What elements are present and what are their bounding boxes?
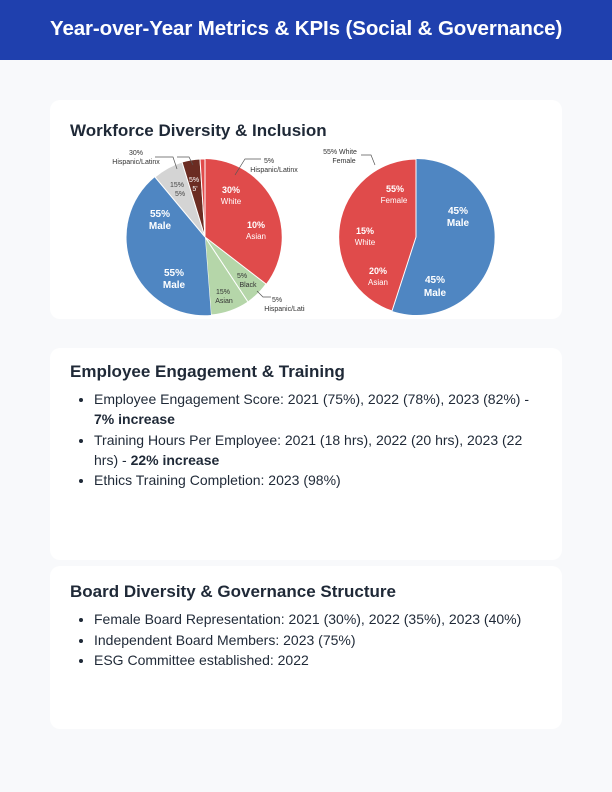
diversity-charts: 30% Hispanic/Latinx 5% Hispanic/Latinx 5… [105,145,545,317]
svg-text:Male: Male [149,221,172,232]
svg-text:55%: 55% [386,184,404,194]
svg-text:Female: Female [381,196,408,205]
svg-text:15%: 15% [216,289,230,296]
svg-text:55%: 55% [150,209,170,220]
workforce-pie-chart-1: 30% Hispanic/Latinx 5% Hispanic/Latinx 5… [112,150,305,316]
svg-text:5%: 5% [175,191,185,198]
callout-tl-pct: 30% [129,150,143,157]
callout-line1: 55% White [323,149,357,156]
svg-text:30%: 30% [222,185,240,195]
svg-text:Asian: Asian [246,232,266,241]
list-item: Employee Engagement Score: 2021 (75%), 2… [94,389,534,429]
svg-text:45%: 45% [425,275,445,286]
svg-text:5%: 5% [237,273,247,280]
workforce-pie-chart-2: 55% White Female 55% Female 15% White 20… [323,149,495,315]
list-item: ESG Committee established: 2022 [94,650,534,670]
svg-text:Asian: Asian [215,298,233,305]
board-list: Female Board Representation: 2021 (30%),… [94,609,534,671]
svg-text:Asian: Asian [368,278,388,287]
workforce-diversity-card: Workforce Diversity & Inclusion 30% Hisp… [50,100,562,319]
callout-br-pct: 5% [272,297,282,304]
svg-text:20%: 20% [369,266,387,276]
svg-text:White: White [221,197,242,206]
svg-text:5%: 5% [189,177,199,184]
engagement-list: Employee Engagement Score: 2021 (75%), 2… [94,389,534,491]
svg-text:Black: Black [239,282,257,289]
list-item: Female Board Representation: 2021 (30%),… [94,609,534,629]
svg-text:10%: 10% [247,220,265,230]
list-item: Ethics Training Completion: 2023 (98%) [94,470,534,490]
board-diversity-card: Board Diversity & Governance Structure F… [50,566,562,729]
employee-engagement-title: Employee Engagement & Training [70,362,345,381]
callout-tl-label: Hispanic/Latinx [112,159,160,166]
svg-text:15%: 15% [356,226,374,236]
page-title: Year-over-Year Metrics & KPIs (Social & … [50,17,563,40]
workforce-diversity-title: Workforce Diversity & Inclusion [70,121,327,140]
list-item: Training Hours Per Employee: 2021 (18 hr… [94,430,534,470]
svg-text:White: White [355,238,376,247]
employee-engagement-card: Employee Engagement & Training Employee … [50,348,562,560]
svg-text:55%: 55% [164,268,184,279]
svg-text:45%: 45% [448,206,468,217]
svg-text:5': 5' [192,186,197,193]
board-diversity-title: Board Diversity & Governance Structure [70,582,396,601]
list-item: Independent Board Members: 2023 (75%) [94,630,534,650]
svg-text:15%: 15% [170,182,184,189]
callout-tr-label: Hispanic/Latinx [250,167,298,174]
callout-line2: Female [332,158,355,165]
callout-br-label: Hispanic/Latinx [264,306,305,313]
page-header: Year-over-Year Metrics & KPIs (Social & … [0,0,612,60]
svg-text:Male: Male [163,280,186,291]
svg-text:Male: Male [447,218,470,229]
svg-text:Male: Male [424,288,447,299]
callout-tr-pct: 5% [264,158,274,165]
